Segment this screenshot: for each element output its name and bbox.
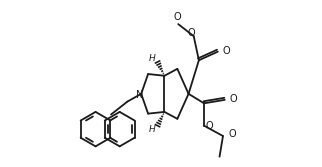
Text: H: H (149, 54, 156, 63)
Text: N: N (136, 90, 144, 100)
Text: O: O (222, 46, 230, 56)
Text: O: O (228, 129, 236, 139)
Text: O: O (206, 121, 213, 131)
Text: O: O (188, 28, 195, 38)
Text: H: H (149, 125, 156, 134)
Text: O: O (229, 94, 237, 104)
Text: O: O (174, 12, 181, 22)
